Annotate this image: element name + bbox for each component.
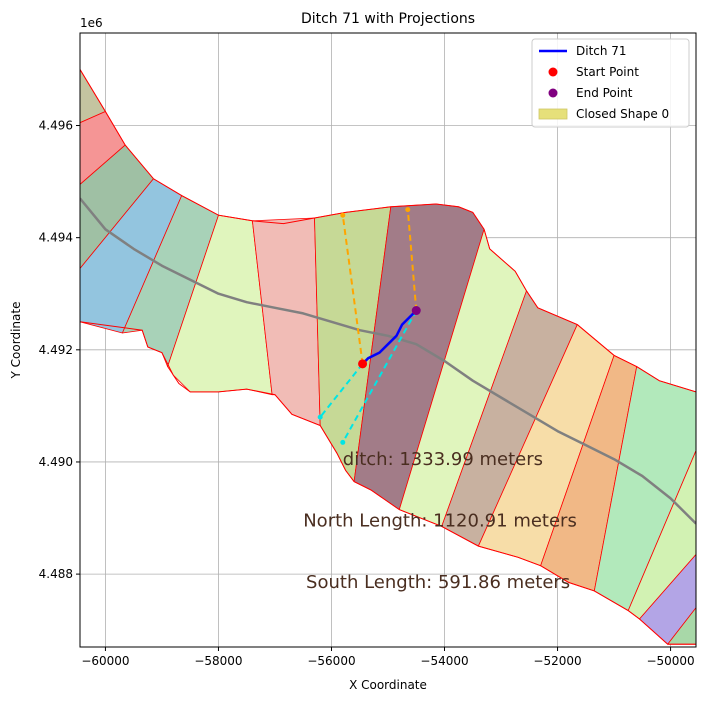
annotation-1: North Length: 1120.91 meters	[303, 510, 577, 531]
north-projection-point	[405, 207, 411, 213]
south-projection-1	[341, 310, 418, 443]
legend: Ditch 71 Start Point End Point Closed Shape…	[531, 38, 690, 128]
y-axis-offset-label: 1e6	[80, 16, 103, 30]
legend-dot-icon	[548, 88, 558, 98]
legend-label: Start Point	[576, 65, 639, 79]
shapes-layer	[80, 68, 696, 645]
y-tick-label: 4.488	[39, 567, 73, 581]
north-projection-point	[340, 212, 346, 218]
legend-patch-icon	[538, 108, 568, 120]
legend-label: End Point	[576, 86, 633, 100]
x-tick-label: −60000	[81, 654, 129, 668]
x-tick-label: −52000	[533, 654, 581, 668]
x-tick-label: −54000	[420, 654, 468, 668]
annotations-layer: ditch: 1333.99 meters North Length: 1120.…	[303, 449, 577, 593]
south-projection-point	[340, 439, 346, 445]
south-projection-point	[317, 414, 323, 420]
start-point	[358, 359, 368, 369]
lines-layer	[80, 197, 696, 525]
south-projection-0	[319, 363, 364, 418]
y-tick-label: 4.490	[39, 455, 73, 469]
x-tick-label: −58000	[194, 654, 242, 668]
x-tick-label: −50000	[646, 654, 694, 668]
x-tick-label: −56000	[307, 654, 355, 668]
ditch-line	[361, 309, 418, 366]
legend-label: Ditch 71	[576, 44, 627, 58]
north-projection-0	[341, 215, 364, 364]
legend-box	[531, 38, 690, 128]
legend-label: Closed Shape 0	[576, 107, 669, 121]
y-tick-label: 4.492	[39, 343, 73, 357]
y-tick-label: 4.496	[39, 119, 73, 133]
y-tick-label: 4.494	[39, 231, 73, 245]
legend-dot-icon	[548, 67, 558, 77]
center-line	[80, 197, 696, 525]
annotation-2: South Length: 591.86 meters	[306, 572, 570, 593]
end-point	[411, 306, 421, 316]
outline-boundary	[80, 68, 696, 645]
north-projection-1	[406, 209, 418, 311]
y-axis-label: Y Coordinate	[9, 302, 23, 380]
annotation-0: ditch: 1333.99 meters	[343, 449, 543, 470]
plot-frame	[79, 32, 697, 648]
chart-title: Ditch 71 with Projections	[301, 11, 475, 27]
ticks-layer: −60000 −58000 −56000 −54000 −52000 −50000 4.48…	[39, 119, 695, 668]
x-axis-label: X Coordinate	[349, 678, 427, 692]
